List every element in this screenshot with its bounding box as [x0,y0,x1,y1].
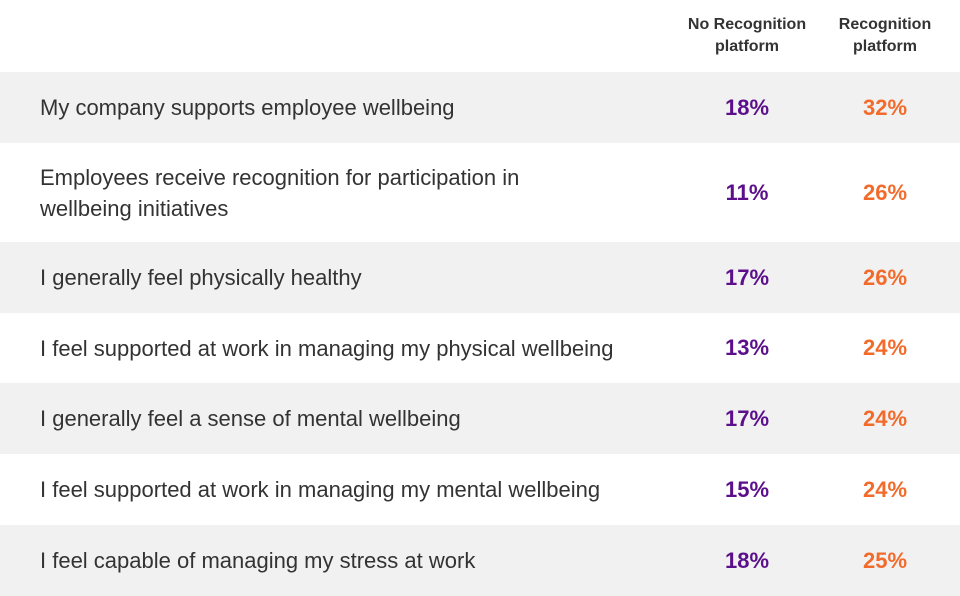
value-recognition: 26% [862,264,908,290]
value-no-recognition: 13% [724,335,770,360]
column-header-recognition: Recognition platform [838,16,932,55]
column-header-no-recognition: No Recognition platform [687,16,807,55]
table-row: I feel capable of managing my stress at … [0,525,960,596]
value-no-recognition: 15% [724,476,770,502]
value-no-recognition: 18% [724,94,770,120]
value-recognition: 24% [862,476,908,502]
row-label: I feel capable of managing my stress at … [40,548,476,573]
table-row: I feel supported at work in managing my … [0,313,960,383]
table-row: My company supports employee wellbeing 18… [0,72,960,143]
table-body: My company supports employee wellbeing 18… [0,72,960,596]
value-recognition: 26% [862,179,908,205]
value-no-recognition: 18% [724,547,770,573]
table-header: No Recognition platform Recognition plat… [0,0,960,72]
row-label: I generally feel physically healthy [40,265,362,290]
row-label: Employees receive recognition for partic… [40,164,520,221]
table-row: I generally feel physically healthy 17% 26… [0,242,960,313]
row-label: I feel supported at work in managing my … [40,477,601,502]
value-recognition: 25% [862,547,908,573]
row-label: I generally feel a sense of mental wellb… [40,406,461,431]
value-no-recognition: 17% [724,405,770,431]
value-recognition: 32% [862,94,908,120]
table-row: Employees receive recognition for partic… [0,143,960,242]
value-no-recognition: 11% [725,179,769,205]
table-row: I generally feel a sense of mental wellb… [0,383,960,454]
value-recognition: 24% [862,405,908,431]
row-label: My company supports employee wellbeing [40,95,455,120]
table-row: I feel supported at work in managing my … [0,454,960,525]
value-no-recognition: 17% [724,264,770,290]
row-label: I feel supported at work in managing my … [40,335,614,361]
value-recognition: 24% [862,335,908,360]
